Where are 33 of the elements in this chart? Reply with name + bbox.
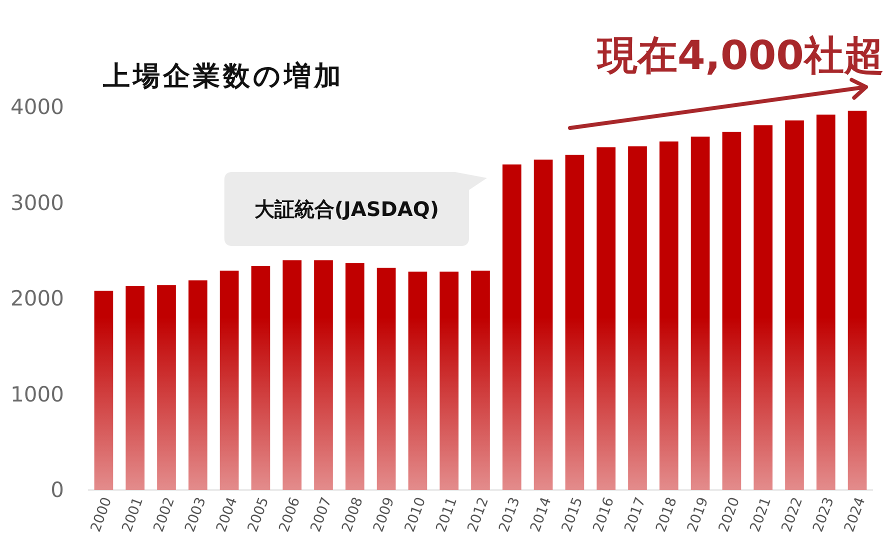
annotation: 大証統合(JASDAQ)	[254, 197, 439, 221]
x-tick-label: 2011	[433, 495, 461, 534]
x-tick-label: 2004	[214, 495, 241, 534]
x-tick-label: 2007	[308, 495, 336, 534]
y-tick-label: 3000	[10, 190, 64, 215]
x-tick-label: 2010	[402, 495, 430, 534]
text: 現在4,000社超	[595, 33, 884, 79]
x-tick-label: 2001	[119, 495, 147, 534]
x-tick-label: 2005	[244, 495, 272, 534]
x-tick-label: 2023	[810, 495, 838, 534]
x-tick-label: 2017	[622, 495, 650, 534]
x-tick-label: 2016	[590, 495, 618, 534]
x-tick-label: 2021	[747, 495, 775, 534]
x-tick-label: 2013	[496, 495, 524, 534]
y-tick-label: 0	[50, 478, 64, 502]
x-tick-label: 2008	[339, 495, 366, 534]
x-tick-label: 2022	[778, 495, 806, 534]
x-tick-label: 2024	[842, 495, 869, 534]
x-tick-label: 2000	[88, 495, 116, 534]
x-tick-label: 2006	[276, 495, 304, 534]
y-tick-label: 1000	[10, 382, 64, 406]
x-tick-label: 2003	[182, 495, 210, 534]
y-tick-label: 4000	[10, 95, 64, 119]
x-tick-label: 2012	[464, 495, 492, 534]
x-tick-label: 2014	[528, 495, 555, 534]
x-tick-label: 2002	[150, 495, 178, 534]
y-tick-label: 2000	[10, 286, 64, 310]
x-tick-label: 2020	[716, 495, 744, 534]
x-tick-label: 2018	[653, 495, 680, 534]
chart-title: 上場企業数の増加	[102, 61, 344, 92]
x-tick-label: 2019	[684, 495, 712, 534]
x-tick-label: 2009	[370, 495, 398, 534]
x-tick-label: 2015	[558, 495, 586, 534]
